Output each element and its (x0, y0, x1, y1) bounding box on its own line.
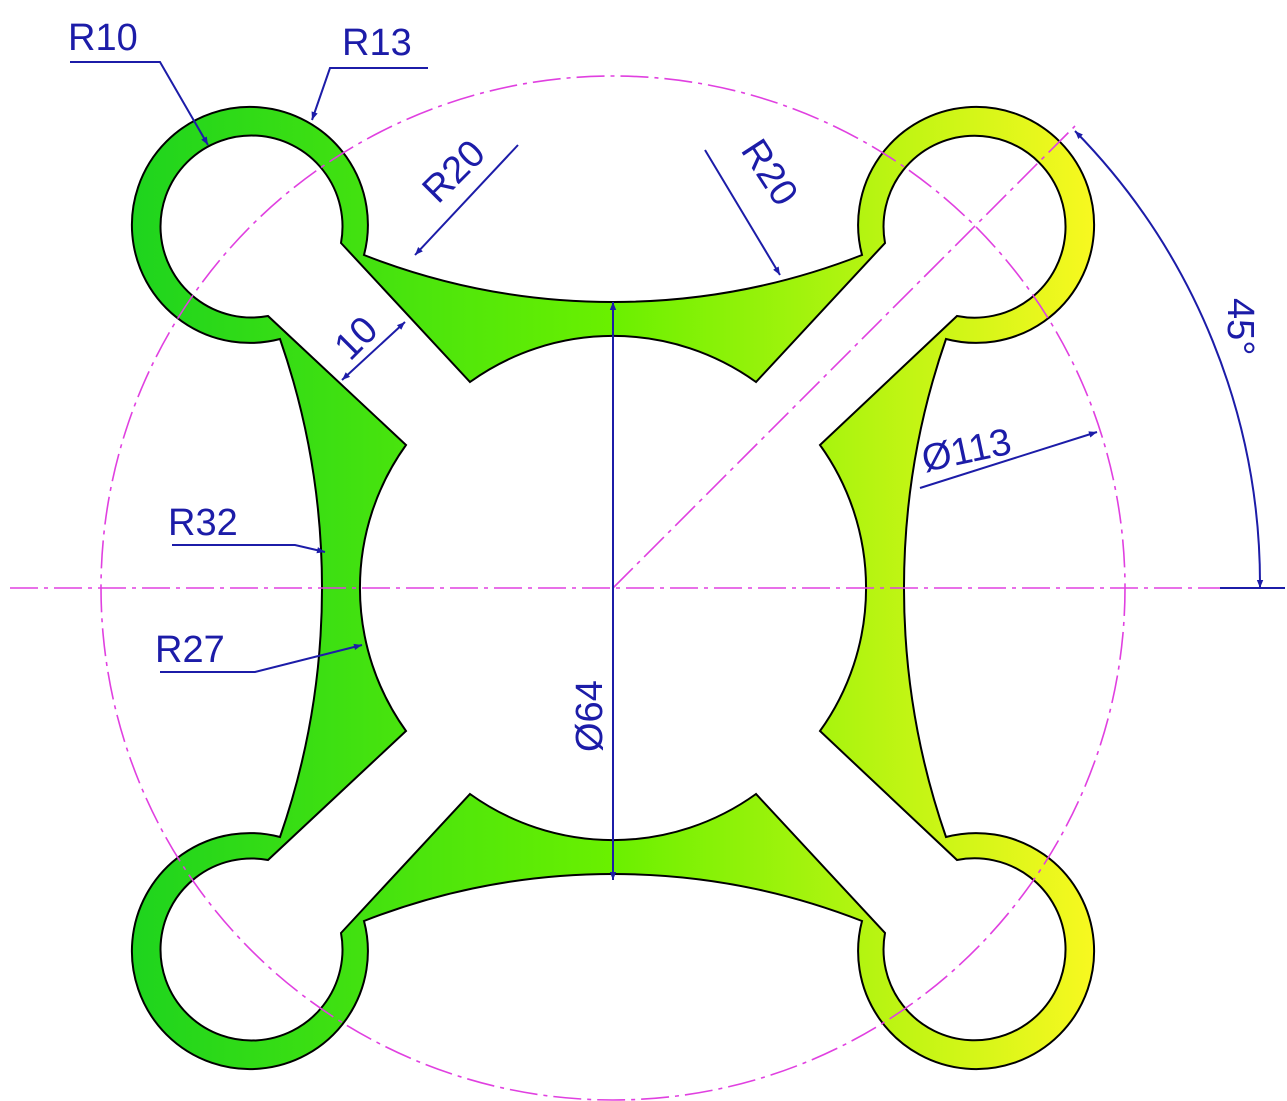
dimension-line (341, 321, 406, 381)
leader (704, 149, 781, 276)
dim-label: R20 (732, 132, 805, 213)
leader (160, 643, 363, 673)
dim-label: Ø113 (918, 421, 1015, 481)
dim-label: R10 (68, 17, 138, 59)
center-line (612, 125, 1076, 589)
dim-label: Ø64 (569, 680, 611, 752)
leader (172, 544, 326, 554)
leader (414, 144, 519, 256)
dim-label: R32 (168, 502, 238, 544)
angle-arc (1074, 130, 1264, 589)
dim-label: 10 (327, 309, 387, 369)
dim-label: R13 (342, 22, 412, 64)
leader (70, 61, 209, 146)
leader (919, 431, 1098, 489)
dim-label: 45° (1219, 298, 1261, 355)
dim-label: R27 (155, 629, 225, 671)
dim-label: R20 (415, 132, 494, 211)
leader (311, 67, 428, 121)
